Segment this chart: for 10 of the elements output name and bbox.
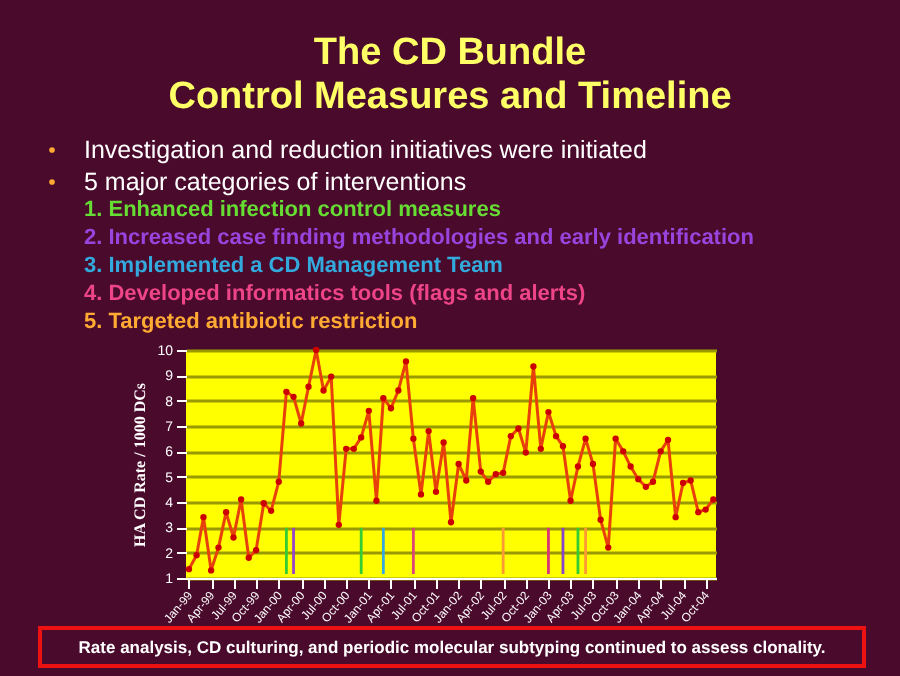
text: 3. Implemented a CD Management Team: [84, 254, 504, 278]
y-axis-title: HA CD Rate / 1000 DCs: [131, 383, 150, 547]
text: 5 major categories of interventions: [84, 168, 467, 196]
text: 4. Developed informatics tools (flags and alerts): [84, 282, 586, 306]
chart-title: The CD Bundle Control Measures and Timeline: [168, 32, 732, 118]
text: Rate analysis, CD culturing, and periodic molecular subtyping continued to assess clonality.: [78, 637, 826, 657]
text: Investigation and reduction initiatives were initiated: [84, 136, 647, 164]
text: 5. Targeted antibiotic restriction: [84, 310, 418, 334]
text: 1. Enhanced infection control measures: [84, 198, 501, 222]
text: 2. Increased case finding methodologies and early identification: [84, 226, 755, 250]
